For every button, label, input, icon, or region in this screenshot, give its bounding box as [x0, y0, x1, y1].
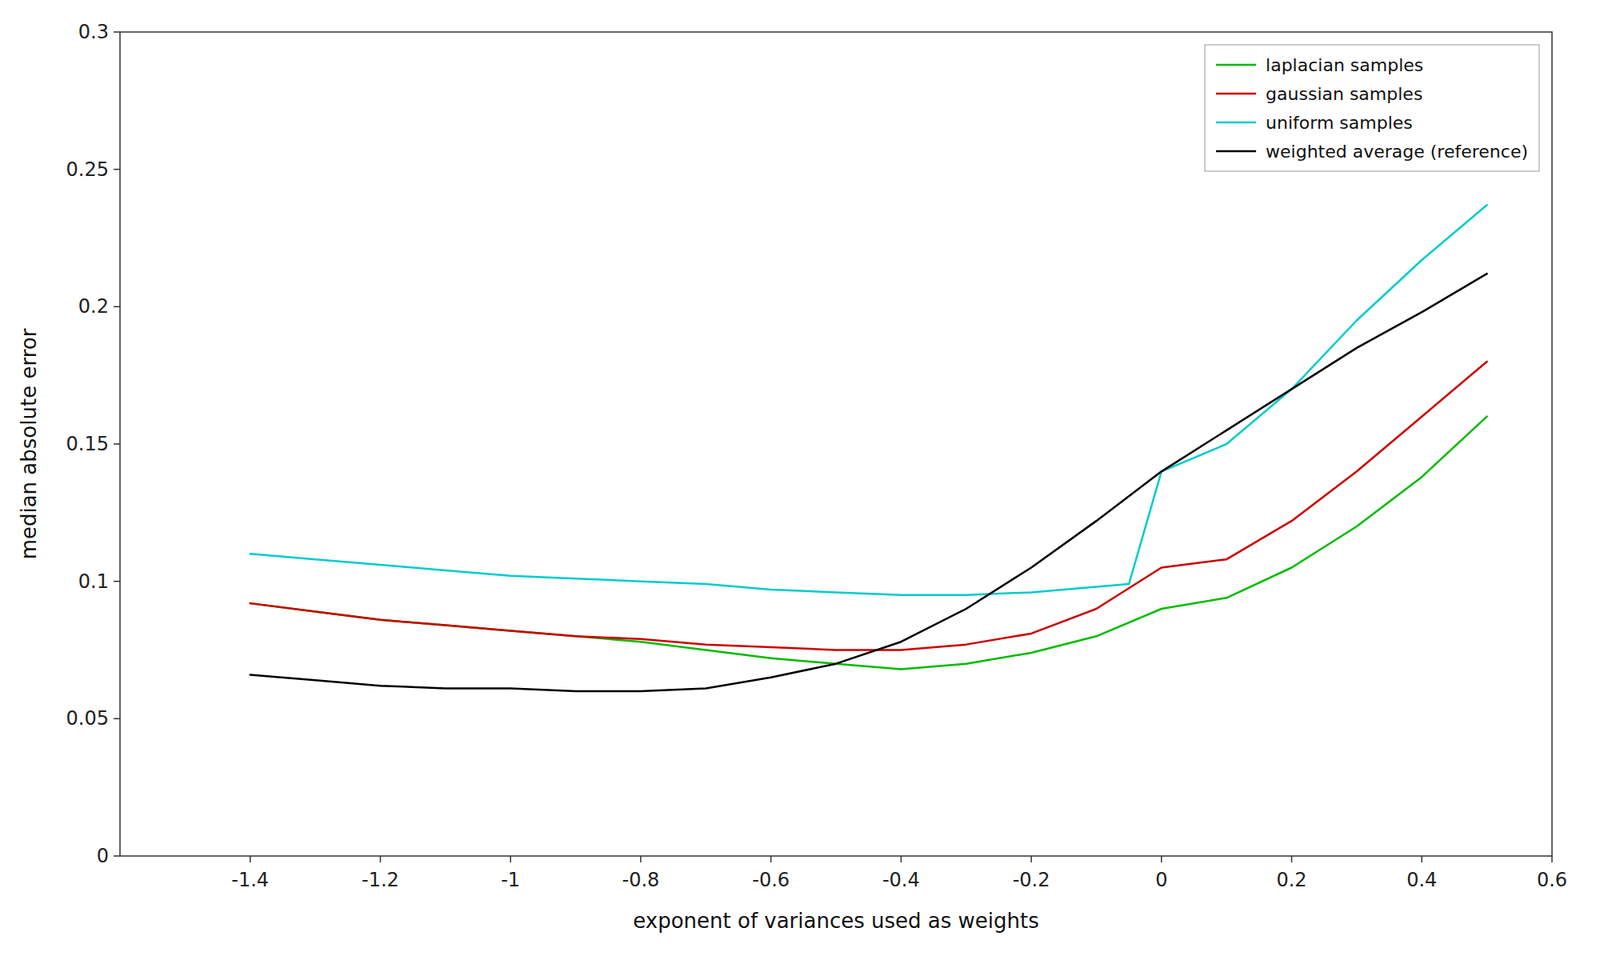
y-tick: [113, 718, 120, 720]
legend: laplacian samples gaussian samples uniform…: [1204, 44, 1540, 172]
x-tick-label: -0.2: [1012, 868, 1051, 892]
x-tick-label: -1: [500, 868, 520, 892]
legend-box: [1204, 44, 1540, 172]
x-tick-label: -0.6: [752, 868, 790, 892]
x-tick-label: 0.6: [1536, 868, 1568, 892]
legend-label: weighted average (reference): [1265, 141, 1528, 162]
x-tick-label: -0.4: [882, 868, 920, 892]
legend-swatch: [1216, 150, 1256, 153]
y-axis-label: median absolute error: [16, 328, 41, 560]
x-tick-label: 0.4: [1406, 868, 1437, 892]
y-tick-label: 0.2: [78, 295, 109, 318]
axes: -1.4 -1.2 -1 -0.8 -0.6 -0.4 -0.2 0 0.2 0.4 0.6 0 0.0…: [66, 20, 1568, 892]
x-tick-label: 0: [1155, 868, 1168, 892]
x-tick: [770, 856, 772, 863]
legend-label: gaussian samples: [1265, 84, 1423, 104]
series-line: [250, 204, 1488, 596]
chart: -1.4 -1.2 -1 -0.8 -0.6 -0.4 -0.2 0 0.2 0.4 0.6 0 0.0…: [0, 0, 1600, 960]
y-tick-label: 0.3: [78, 20, 109, 44]
y-tick-label: 0.1: [78, 570, 109, 593]
series-lines: [250, 204, 1488, 692]
x-tick-label: -1.4: [231, 868, 269, 892]
plot-background: [120, 32, 1552, 856]
x-tick-label: 0.2: [1276, 868, 1307, 892]
x-tick: [509, 856, 512, 863]
legend-label: laplacian samples: [1265, 55, 1424, 76]
y-tick-label: 0.15: [66, 432, 109, 456]
legend-swatch: [1216, 121, 1256, 124]
series-line: [250, 273, 1488, 692]
legend-label: uniform samples: [1265, 112, 1413, 133]
y-tick: [113, 580, 120, 583]
x-tick: [249, 856, 252, 863]
x-tick: [1291, 856, 1293, 863]
y-tick-label: 0.25: [66, 158, 109, 181]
series-line: [250, 361, 1488, 651]
x-tick: [380, 856, 382, 863]
x-tick: [640, 856, 642, 863]
x-tick-label: -1.2: [361, 868, 400, 892]
x-tick: [1551, 856, 1553, 863]
legend-swatch: [1216, 92, 1256, 96]
y-tick-label: 0: [96, 844, 109, 868]
y-tick: [113, 168, 120, 171]
x-tick: [1421, 856, 1424, 863]
y-tick: [113, 306, 120, 308]
x-axis-label: exponent of variances used as weights: [632, 908, 1040, 933]
x-tick-label: -0.8: [621, 868, 660, 892]
plot-frame: [120, 32, 1552, 856]
x-tick: [900, 856, 903, 863]
x-tick: [1030, 856, 1032, 863]
x-tick: [1160, 856, 1163, 863]
legend-swatch: [1216, 64, 1256, 67]
y-tick-label: 0.05: [66, 707, 109, 730]
y-tick: [113, 443, 120, 445]
series-line: [250, 416, 1488, 670]
y-tick: [113, 855, 120, 857]
y-tick: [113, 31, 120, 33]
